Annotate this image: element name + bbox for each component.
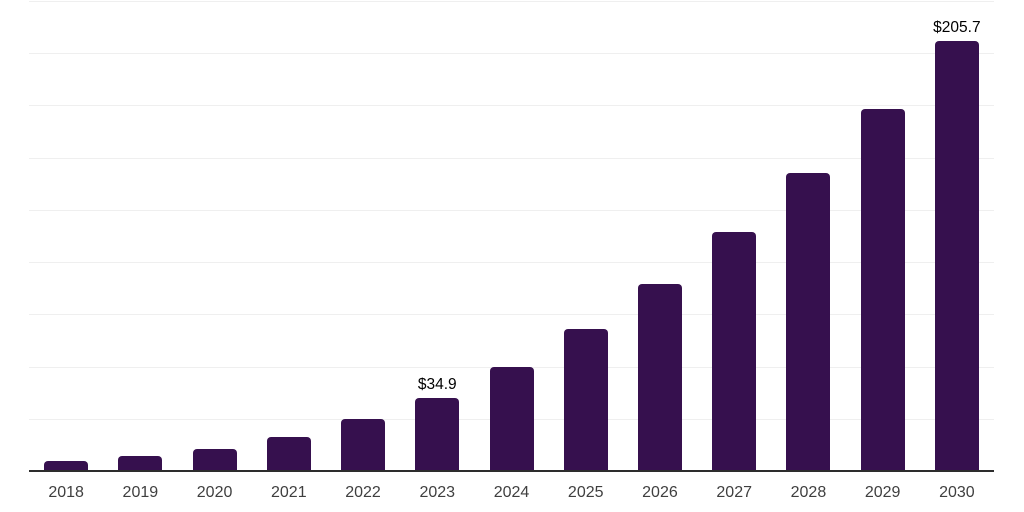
bar-2028 [786, 172, 831, 471]
bar-2030 [934, 41, 979, 471]
bar-2027 [712, 232, 757, 471]
bar-2021 [266, 437, 311, 471]
bar-2019 [118, 456, 163, 471]
gridline [29, 314, 994, 316]
gridline [29, 262, 994, 264]
gridline [29, 53, 994, 55]
gridline [29, 157, 994, 159]
gridline [29, 0, 994, 2]
data-label-2030: $205.7 [933, 19, 981, 37]
bar-2022 [341, 418, 386, 471]
x-axis-line [29, 470, 994, 472]
bar-2026 [637, 283, 682, 471]
x-tick-2030: 2030 [939, 484, 975, 501]
bar-2020 [192, 449, 237, 471]
x-tick-2022: 2022 [345, 484, 381, 501]
data-label-2023: $34.9 [417, 376, 457, 394]
x-tick-2018: 2018 [48, 484, 84, 501]
bar-2029 [860, 108, 905, 471]
bar-2024 [489, 366, 534, 471]
x-tick-2026: 2026 [642, 484, 678, 501]
x-tick-2028: 2028 [790, 484, 827, 501]
gridline [29, 209, 994, 211]
bar-2025 [563, 328, 608, 471]
gridline [29, 105, 994, 107]
x-tick-2023: 2023 [419, 484, 456, 501]
x-tick-2029: 2029 [864, 484, 901, 501]
x-tick-2025: 2025 [567, 484, 604, 501]
x-tick-2021: 2021 [271, 484, 307, 501]
x-tick-2027: 2027 [716, 484, 752, 501]
bar-2023 [415, 398, 460, 471]
x-tick-2024: 2024 [493, 484, 530, 501]
x-tick-2020: 2020 [196, 484, 233, 501]
x-tick-2019: 2019 [122, 484, 159, 501]
bar-2018 [44, 460, 89, 471]
